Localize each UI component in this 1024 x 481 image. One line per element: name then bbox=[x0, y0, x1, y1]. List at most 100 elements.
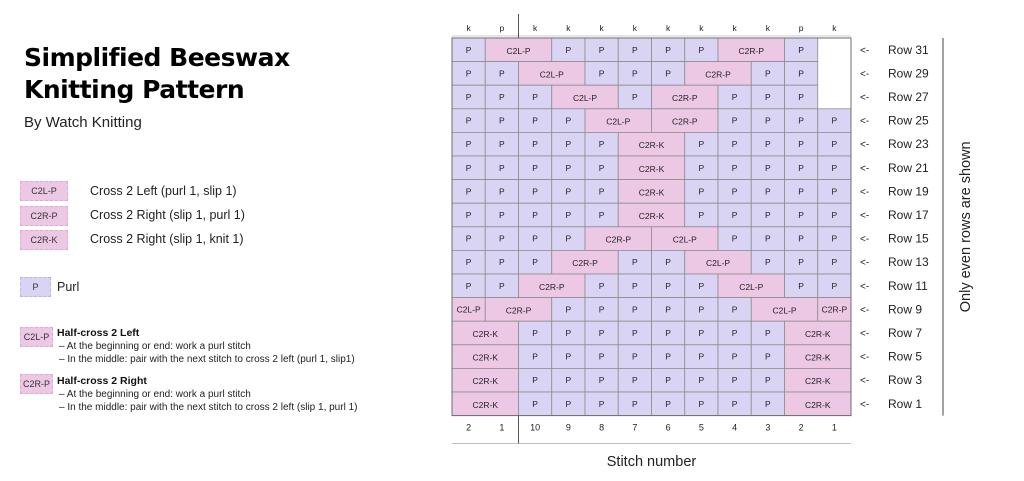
chart-border bbox=[451, 37, 852, 417]
top-stitch-label: k bbox=[666, 23, 671, 33]
stitch-label: C2L-P bbox=[706, 258, 730, 268]
row-label: Row 5 bbox=[888, 350, 922, 364]
stitch-label: C2L-P bbox=[739, 282, 763, 292]
stitch-label: P bbox=[732, 186, 738, 196]
top-stitch-label: k bbox=[832, 23, 837, 33]
stitch-label: P bbox=[665, 304, 671, 314]
stitch-label: P bbox=[798, 139, 804, 149]
stitch-label: P bbox=[832, 139, 838, 149]
stitch-label: C2R-P bbox=[822, 304, 848, 314]
row-arrow: <- bbox=[860, 69, 869, 80]
stitch-label: P bbox=[832, 186, 838, 196]
stitch-label: P bbox=[466, 281, 472, 291]
title-line-2: Knitting Pattern bbox=[24, 75, 245, 104]
stitch-number: 2 bbox=[466, 423, 471, 433]
stitch-label: P bbox=[732, 116, 738, 126]
stitch-label: P bbox=[599, 281, 605, 291]
stitch-label: C2R-P bbox=[672, 93, 698, 103]
stitch-label: P bbox=[499, 163, 505, 173]
stitch-label: C2L-P bbox=[772, 305, 796, 315]
stitch-label: P bbox=[765, 399, 771, 409]
stitch-label: C2R-P bbox=[705, 69, 731, 79]
stitch-label: P bbox=[732, 139, 738, 149]
stitch-label: P bbox=[665, 352, 671, 362]
stitch-label: P bbox=[466, 68, 472, 78]
stitch-label: C2R-K bbox=[639, 164, 665, 174]
stitch-label: P bbox=[765, 210, 771, 220]
stitch-number: 1 bbox=[832, 423, 837, 433]
stitch-label: P bbox=[532, 186, 538, 196]
stitch-label: P bbox=[566, 210, 572, 220]
stitch-label: P bbox=[632, 399, 638, 409]
stitch-label: P bbox=[566, 352, 572, 362]
stitch-label: P bbox=[798, 163, 804, 173]
stitch-label: P bbox=[499, 68, 505, 78]
stitch-number: 5 bbox=[699, 423, 704, 433]
stitch-label: P bbox=[765, 257, 771, 267]
stitch-label: P bbox=[599, 304, 605, 314]
stitch-label: P bbox=[532, 92, 538, 102]
row-arrow: <- bbox=[860, 140, 869, 151]
stitch-label: C2R-P bbox=[539, 282, 565, 292]
stitch-label: P bbox=[732, 352, 738, 362]
stitch-label: C2R-K bbox=[639, 187, 665, 197]
stitch-label: P bbox=[632, 257, 638, 267]
stitch-label: C2L-P bbox=[457, 304, 481, 314]
stitch-label: C2R-K bbox=[805, 376, 831, 386]
stitch-label: P bbox=[466, 210, 472, 220]
legend-swatch-c2l-p: C2L-P bbox=[20, 181, 68, 201]
stitch-label: P bbox=[699, 163, 705, 173]
stitch-label: P bbox=[732, 304, 738, 314]
stitch-label: P bbox=[765, 375, 771, 385]
half-cross-left-line-1: – At the beginning or end: work a purl s… bbox=[59, 341, 251, 352]
row-label: Row 31 bbox=[888, 43, 929, 57]
stitch-label: P bbox=[532, 234, 538, 244]
stitch-label: P bbox=[499, 281, 505, 291]
stitch-label: P bbox=[499, 257, 505, 267]
row-arrow: <- bbox=[860, 329, 869, 340]
row-label: Row 27 bbox=[888, 90, 929, 104]
half-cross-left-title: Half-cross 2 Left bbox=[57, 327, 140, 339]
stitch-label: P bbox=[532, 328, 538, 338]
stitch-label: P bbox=[665, 257, 671, 267]
stitch-label: P bbox=[832, 116, 838, 126]
stitch-label: P bbox=[699, 399, 705, 409]
top-stitch-label: p bbox=[799, 23, 804, 33]
stitch-label: C2R-P bbox=[605, 235, 631, 245]
stitch-label: P bbox=[765, 116, 771, 126]
row-arrow: <- bbox=[860, 281, 869, 292]
stitch-label: C2L-P bbox=[606, 117, 630, 127]
stitch-label: P bbox=[798, 234, 804, 244]
stitch-label: P bbox=[499, 139, 505, 149]
stitch-label: P bbox=[599, 139, 605, 149]
stitch-label: P bbox=[532, 116, 538, 126]
stitch-label: P bbox=[732, 328, 738, 338]
stitch-label: P bbox=[699, 210, 705, 220]
stitch-label: P bbox=[632, 68, 638, 78]
top-stitch-label: k bbox=[467, 23, 472, 33]
stitch-label: P bbox=[665, 68, 671, 78]
stitch-label: P bbox=[532, 139, 538, 149]
stitch-label: P bbox=[732, 399, 738, 409]
stitch-label: P bbox=[765, 139, 771, 149]
stitch-label: P bbox=[532, 163, 538, 173]
row-label: Row 17 bbox=[888, 208, 929, 222]
stitch-label: P bbox=[798, 45, 804, 55]
stitch-number: 1 bbox=[499, 423, 504, 433]
stitch-label: P bbox=[765, 328, 771, 338]
stitch-label: P bbox=[566, 139, 572, 149]
row-arrow: <- bbox=[860, 163, 869, 174]
legend-text-c2r-p: Cross 2 Right (slip 1, purl 1) bbox=[90, 208, 245, 222]
stitch-label: P bbox=[665, 328, 671, 338]
half-cross-left-badge: C2L-P bbox=[20, 327, 53, 347]
stitch-label: P bbox=[699, 45, 705, 55]
stitch-label: P bbox=[699, 186, 705, 196]
stitch-label: C2R-K bbox=[472, 329, 498, 339]
stitch-label: P bbox=[632, 281, 638, 291]
legend-text-purl: Purl bbox=[57, 280, 80, 294]
legend-text-c2r-k: Cross 2 Right (slip 1, knit 1) bbox=[90, 232, 244, 246]
stitch-label: P bbox=[732, 375, 738, 385]
stitch-label: P bbox=[466, 139, 472, 149]
stitch-label: P bbox=[632, 375, 638, 385]
row-arrow: <- bbox=[860, 234, 869, 245]
